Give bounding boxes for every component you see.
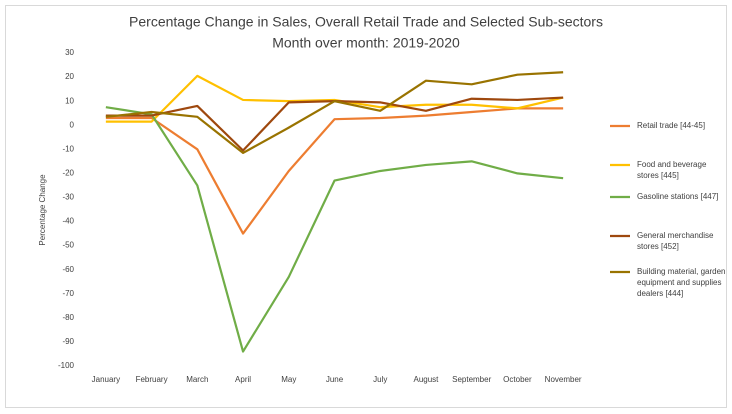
y-tick-label: -20: [62, 168, 74, 177]
y-tick-label: -10: [62, 144, 74, 153]
y-tick-label: -100: [58, 361, 75, 370]
legend-label: Gasoline stations [447]: [637, 192, 719, 201]
x-tick-label: May: [281, 375, 296, 384]
x-tick-label: September: [452, 375, 491, 384]
chart-subtitle: Month over month: 2019-2020: [272, 35, 460, 51]
y-tick-label: -80: [62, 313, 74, 322]
y-tick-label: -40: [62, 217, 74, 226]
y-tick-label: 20: [65, 72, 74, 81]
x-tick-label: July: [373, 375, 387, 384]
series-line: [105, 106, 564, 353]
chart-border: [5, 5, 727, 408]
chart-title: Percentage Change in Sales, Overall Reta…: [129, 14, 603, 30]
x-tick-label: January: [92, 375, 120, 384]
series-line: [105, 107, 564, 235]
y-axis-label: Percentage Change: [38, 174, 47, 246]
x-tick-label: February: [136, 375, 168, 384]
y-tick-label: 10: [65, 96, 74, 105]
legend-label: Food and beverage stores [445]: [637, 160, 707, 180]
x-tick-label: March: [186, 375, 208, 384]
series-line: [105, 74, 564, 123]
y-tick-label: -50: [62, 241, 74, 250]
legend-label: General merchandise stores [452]: [637, 231, 714, 251]
legend-label: Building material, garden equipment and …: [637, 267, 726, 298]
legend-label: Retail trade [44-45]: [637, 121, 706, 130]
y-tick-label: 0: [70, 120, 75, 129]
y-tick-label: -30: [62, 193, 74, 202]
x-tick-label: October: [503, 375, 532, 384]
x-tick-label: April: [235, 375, 251, 384]
x-tick-label: June: [326, 375, 344, 384]
y-tick-label: 30: [65, 48, 74, 57]
series-line: [105, 71, 564, 155]
y-tick-label: -90: [62, 337, 74, 346]
x-tick-label: August: [414, 375, 440, 384]
y-tick-label: -70: [62, 289, 74, 298]
x-tick-label: November: [545, 375, 582, 384]
y-tick-label: -60: [62, 265, 74, 274]
